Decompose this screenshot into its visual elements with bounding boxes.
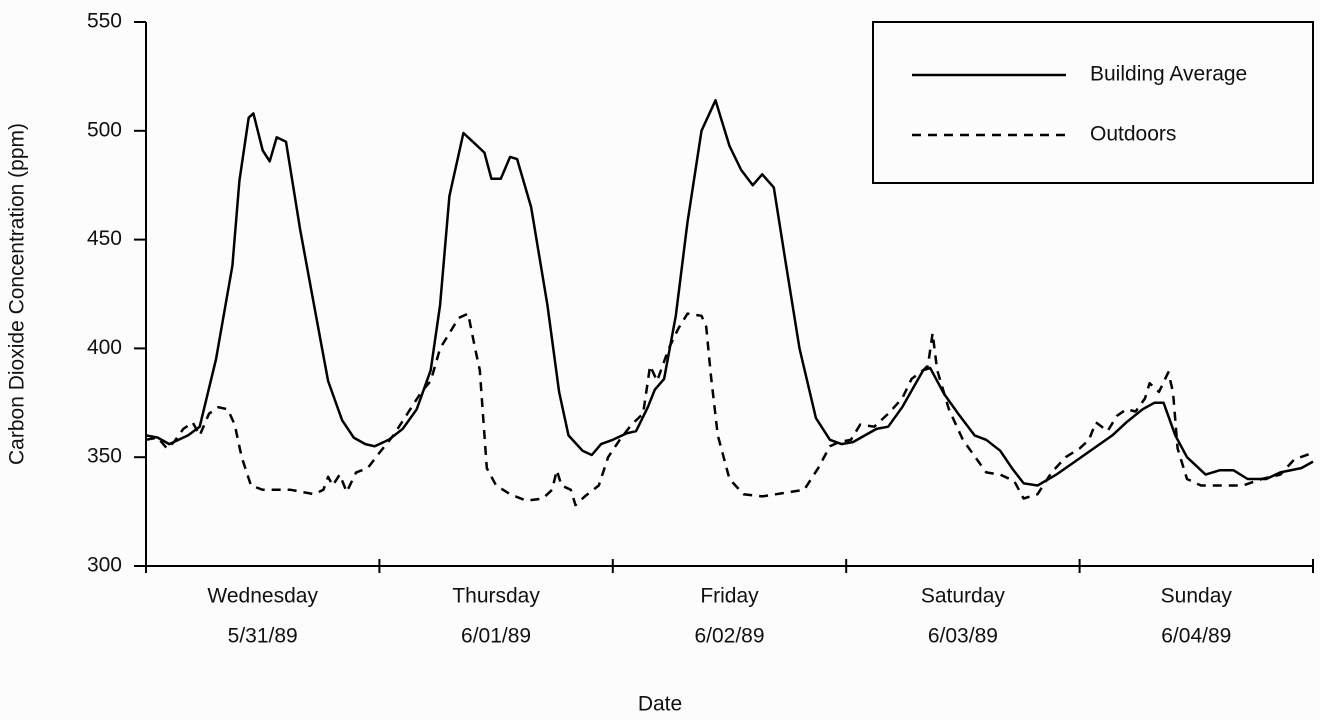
x-date-label: 6/03/89: [928, 625, 998, 648]
y-tick-label: 400: [87, 336, 122, 359]
data-line: [145, 312, 1314, 507]
y-tick-label: 550: [87, 10, 122, 33]
legend-label: Outdoors: [1090, 123, 1176, 146]
x-date-label: 6/02/89: [694, 625, 764, 648]
x-category-label: Wednesday: [207, 585, 318, 608]
x-category-label: Saturday: [921, 585, 1006, 608]
x-axis-label: Date: [638, 693, 682, 716]
y-axis-label: Carbon Dioxide Concentration (ppm): [6, 123, 29, 465]
x-category-label: Sunday: [1161, 585, 1233, 608]
legend-box: [872, 21, 1314, 184]
y-tick-label: 450: [87, 227, 122, 250]
x-category-label: Thursday: [452, 585, 540, 608]
x-date-label: 6/01/89: [461, 625, 531, 648]
y-tick-label: 300: [87, 554, 122, 577]
y-tick-label: 350: [87, 445, 122, 468]
y-tick-label: 500: [87, 118, 122, 141]
x-date-label: 6/04/89: [1161, 625, 1231, 648]
x-category-label: Friday: [700, 585, 759, 608]
legend-label: Building Average: [1090, 63, 1247, 86]
x-date-label: 5/31/89: [228, 625, 298, 648]
